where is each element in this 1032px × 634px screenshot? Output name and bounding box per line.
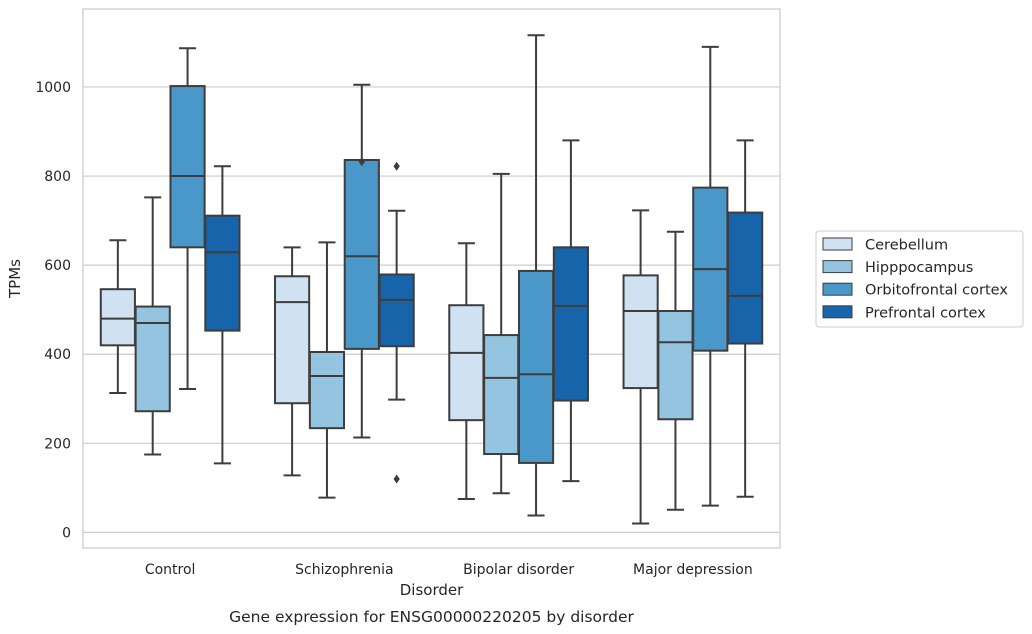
box-1-1 [308, 241, 346, 499]
box-3-2 [552, 139, 589, 483]
box-iqr [483, 334, 520, 456]
legend-label: Cerebellum [865, 238, 948, 254]
box-0-3 [622, 209, 659, 525]
legend-label: Orbitofrontal cortex [865, 283, 1008, 299]
legend-swatch [822, 282, 853, 296]
box-iqr [448, 304, 485, 422]
y-tick-label: 0 [62, 525, 71, 541]
x-axis-label: Disorder [400, 581, 464, 599]
x-tick-labels: Control Schizophrenia Bipolar disorder Majo… [145, 562, 753, 578]
x-tick-label: Major depression [633, 562, 753, 578]
legend: Cerebellum Hipppocampus Orbitofrontal cort… [815, 230, 1024, 328]
box-iqr [169, 85, 206, 249]
box-3-3 [727, 139, 764, 498]
x-tick-label: Bipolar disorder [463, 562, 574, 578]
box-3-1 [378, 161, 415, 484]
chart-caption: Gene expression for ENSG00000220205 by d… [229, 608, 634, 626]
legend-swatch [822, 305, 853, 319]
box-series [99, 34, 764, 525]
box-iqr [552, 246, 589, 402]
gridlines [83, 86, 780, 534]
outlier-point [393, 474, 400, 484]
y-tick-label: 400 [44, 347, 71, 363]
box-iqr [308, 351, 346, 430]
box-iqr [274, 275, 311, 405]
box-1-3 [657, 230, 694, 511]
box-iqr [657, 310, 694, 421]
y-tick-label: 600 [44, 258, 71, 274]
box-iqr [343, 159, 380, 350]
box-iqr [99, 288, 136, 347]
outlier-point [393, 161, 400, 171]
plot-frame [82, 8, 781, 549]
x-tick-label: Control [145, 562, 196, 578]
y-tick-label: 200 [44, 436, 71, 452]
legend-label: Prefrontal cortex [865, 305, 986, 321]
box-iqr [204, 214, 241, 332]
y-tick-labels: 0 200 400 600 800 1000 [35, 80, 71, 541]
legend-label: Hipppocampus [865, 260, 973, 276]
y-axis-label: TPMs [6, 259, 24, 299]
y-tick-label: 1000 [35, 80, 71, 96]
box-iqr [622, 274, 659, 390]
box-iqr [517, 269, 555, 464]
box-3-0 [204, 165, 241, 465]
box-2-0 [169, 47, 206, 390]
box-2-1 [343, 83, 380, 439]
box-iqr [727, 211, 764, 345]
x-tick-label: Schizophrenia [295, 562, 393, 578]
legend-frame [815, 230, 1024, 328]
box-2-2 [517, 34, 555, 517]
box-0-1 [274, 246, 311, 477]
legend-swatch [822, 260, 853, 274]
legend-swatch [822, 237, 853, 251]
box-2-3 [692, 45, 729, 507]
box-0-2 [448, 242, 485, 500]
box-1-0 [134, 196, 171, 456]
outlier-point [358, 157, 365, 167]
y-tick-label: 800 [44, 169, 71, 185]
box-iqr [378, 273, 415, 348]
